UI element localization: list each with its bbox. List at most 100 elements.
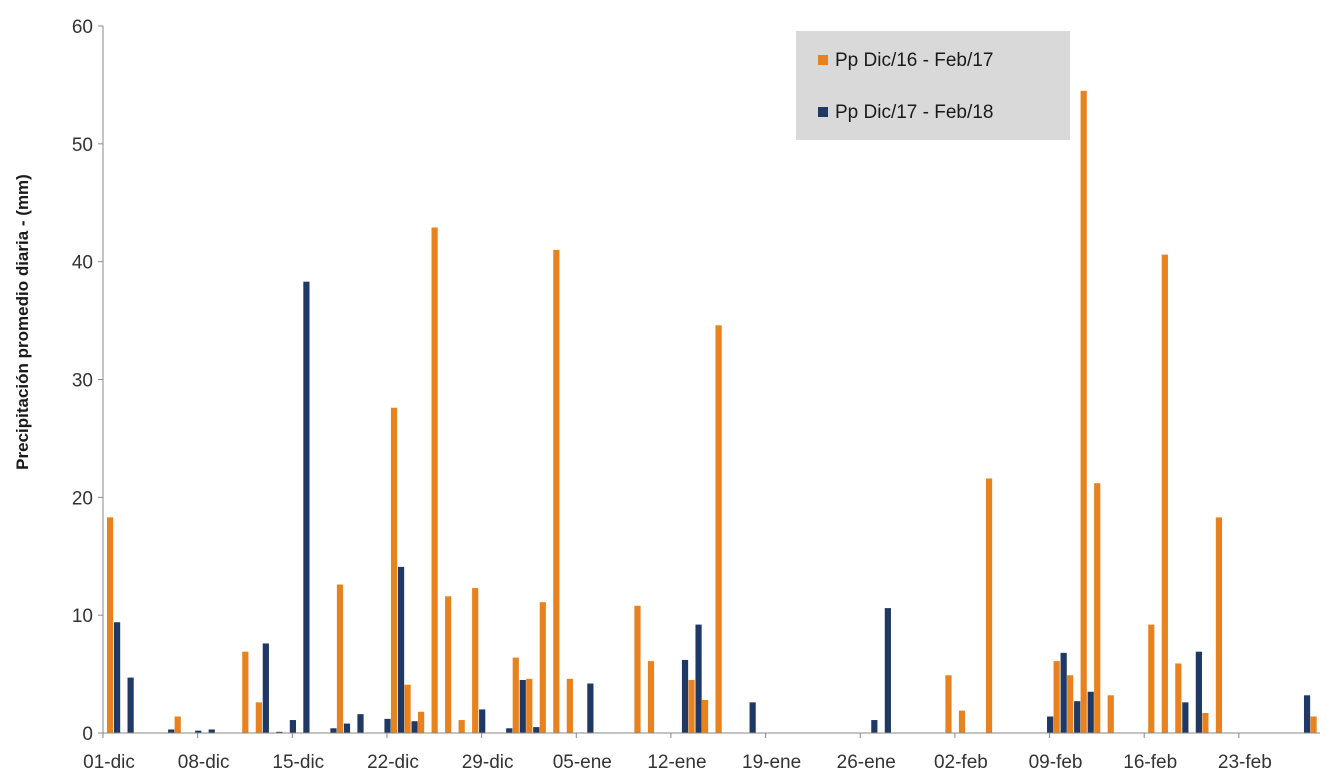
bar-series-2-8 — [303, 281, 310, 733]
bar-series-2-11 — [357, 714, 364, 733]
y-tick-label-3: 30 — [72, 371, 93, 392]
legend: Pp Dic/16 - Feb/17 Pp Dic/17 - Feb/18 — [796, 31, 1070, 140]
bar-series-2-26 — [1060, 652, 1067, 733]
bar-series-1-22 — [945, 675, 952, 733]
bar-series-1-12 — [512, 657, 519, 733]
x-tick-label-9: 02-feb — [934, 752, 988, 773]
x-tick-label-2: 15-dic — [272, 752, 324, 773]
bar-series-1-24 — [985, 478, 993, 733]
bar-series-2-21 — [695, 624, 702, 733]
x-tick-label-8: 26-ene — [837, 752, 896, 773]
bar-series-2-6 — [276, 731, 283, 733]
bar-series-2-12 — [384, 718, 391, 733]
bar-series-2-14 — [411, 721, 418, 733]
bar-series-1-31 — [1161, 254, 1168, 733]
bar-series-1-27 — [1080, 90, 1087, 733]
x-tick-label-11: 16-feb — [1123, 752, 1177, 773]
bar-series-1-28 — [1094, 483, 1101, 733]
x-tick-label-6: 12-ene — [647, 752, 706, 773]
bar-series-2-15 — [479, 709, 486, 733]
bar-series-2-2 — [168, 729, 175, 733]
bar-series-1-3 — [255, 702, 262, 733]
x-tick-label-10: 09-feb — [1029, 752, 1083, 773]
bar-series-2-30 — [1195, 651, 1202, 733]
bar-series-1-10 — [458, 720, 465, 733]
y-tick-label-2: 20 — [72, 488, 93, 509]
bar-series-1-0 — [107, 517, 114, 733]
bar-series-2-28 — [1087, 691, 1094, 733]
legend-box — [796, 31, 1070, 140]
bar-series-1-6 — [404, 684, 411, 733]
bar-series-2-5 — [262, 643, 269, 733]
bar-series-2-24 — [884, 608, 891, 733]
bar-series-1-17 — [634, 605, 641, 733]
bar-series-1-20 — [701, 700, 709, 733]
bar-series-1-23 — [958, 710, 966, 733]
bar-series-2-0 — [114, 622, 121, 733]
bar-series-2-19 — [587, 683, 594, 733]
bar-series-2-9 — [330, 728, 337, 733]
bar-series-2-17 — [519, 679, 526, 733]
bar-series-2-23 — [871, 720, 878, 733]
bar-series-1-34 — [1215, 517, 1223, 733]
bar-series-2-10 — [343, 723, 351, 733]
bar-series-2-3 — [195, 730, 202, 733]
legend-label-series-1: Pp Dic/16 - Feb/17 — [835, 50, 993, 71]
x-tick-label-4: 29-dic — [462, 752, 514, 773]
bar-series-1-16 — [566, 678, 573, 733]
x-tick-label-5: 05-ene — [553, 752, 612, 773]
bar-series-1-33 — [1202, 712, 1209, 733]
y-axis-title: Precipitación promedio diaria - (mm) — [13, 174, 32, 470]
bar-series-1-21 — [715, 325, 722, 733]
bar-series-1-11 — [472, 588, 479, 733]
bar-series-2-20 — [681, 659, 689, 733]
y-tick-label-1: 10 — [72, 606, 93, 627]
bar-series-2-7 — [289, 720, 296, 733]
bar-series-1-2 — [242, 651, 249, 733]
bar-series-1-18 — [647, 661, 655, 733]
bar-series-1-25 — [1053, 661, 1060, 733]
y-tick-label-4: 40 — [72, 253, 93, 274]
bar-series-1-4 — [336, 584, 344, 733]
axes-layer: 0 10 20 30 40 50 60 01-dic 08-dic 15-dic 22-dic 29-… — [72, 17, 1320, 773]
bar-series-2-1 — [127, 677, 134, 733]
legend-label-series-2: Pp Dic/17 - Feb/18 — [835, 102, 993, 123]
bar-series-2-31 — [1303, 695, 1311, 733]
legend-swatch-series-1 — [818, 55, 828, 65]
bar-series-1-1 — [174, 716, 181, 733]
x-tick-label-7: 19-ene — [742, 752, 801, 773]
x-tick-label-3: 22-dic — [367, 752, 419, 773]
bar-series-1-5 — [390, 407, 398, 733]
bar-series-1-9 — [445, 596, 452, 733]
x-tick-label-0: 01-dic — [83, 752, 135, 773]
bar-series-1-35 — [1310, 716, 1317, 733]
bar-series-1-15 — [553, 249, 560, 733]
bar-series-1-13 — [526, 678, 533, 733]
bar-series-2-18 — [533, 727, 540, 733]
bar-series-2-16 — [506, 728, 513, 733]
bar-series-1-19 — [688, 679, 695, 733]
legend-swatch-series-2 — [818, 107, 828, 117]
bars-layer — [107, 90, 1317, 733]
bar-series-2-4 — [208, 729, 215, 733]
bar-series-1-29 — [1107, 695, 1114, 733]
x-tick-label-12: 23-feb — [1218, 752, 1272, 773]
bar-series-1-26 — [1067, 675, 1074, 733]
bar-series-2-29 — [1182, 702, 1189, 733]
bar-series-2-27 — [1074, 701, 1081, 733]
bar-series-1-32 — [1175, 663, 1182, 733]
y-tick-label-6: 60 — [72, 17, 93, 38]
x-tick-label-1: 08-dic — [178, 752, 230, 773]
bar-series-2-13 — [397, 566, 405, 733]
bar-series-1-8 — [431, 227, 438, 733]
bar-series-1-7 — [418, 711, 425, 733]
bar-series-1-30 — [1148, 624, 1155, 733]
bar-series-2-22 — [749, 702, 756, 733]
y-tick-label-5: 50 — [72, 135, 93, 156]
bar-series-1-14 — [539, 602, 546, 733]
y-tick-label-0: 0 — [82, 724, 93, 745]
bar-series-2-25 — [1047, 716, 1054, 733]
